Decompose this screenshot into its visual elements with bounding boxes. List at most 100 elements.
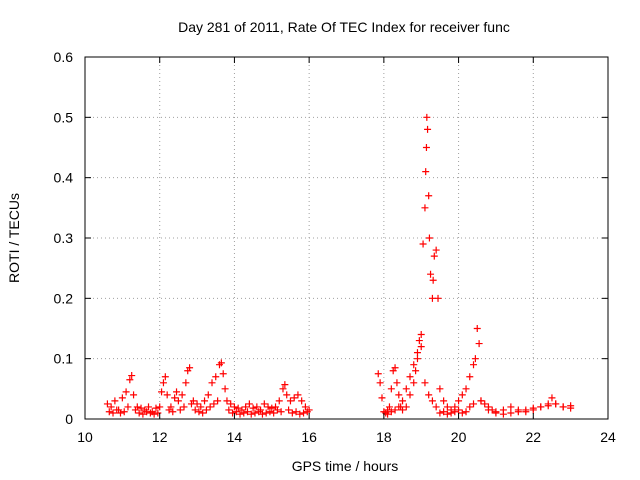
data-point-s2-15 [406,391,414,399]
data-point-s2-46 [473,325,481,332]
data-point-s2-44 [470,361,478,369]
data-point-s0-39 [223,397,231,405]
data-point-s0-18 [161,373,169,381]
data-point-s2-19 [415,337,423,345]
data-point-s1-21 [202,406,210,414]
data-point-s2-43 [466,373,474,381]
data-point-s2-23 [422,168,430,176]
data-point-s3-14 [436,409,444,417]
data-point-s3-22 [466,403,474,411]
data-point-s0-7 [128,372,136,380]
data-point-s0-0 [103,400,111,408]
x-tick-label: 14 [227,429,243,445]
data-point-s1-12 [154,409,162,417]
data-point-s0-56 [283,391,291,399]
data-point-s0-12 [145,403,153,411]
data-point-s2-47 [475,340,483,348]
data-point-s2-31 [429,276,437,284]
data-point-s3-19 [455,406,463,414]
data-point-s0-38 [221,385,229,393]
data-point-s3-29 [514,408,522,416]
data-point-s3-33 [544,402,552,410]
data-point-s1-41 [288,409,296,417]
data-point-s2-41 [458,391,466,399]
data-point-s2-16 [410,379,418,387]
x-tick-label: 16 [301,429,317,445]
data-point-s0-36 [217,359,225,367]
data-point-s0-53 [275,397,283,405]
data-point-s1-2 [113,406,121,414]
data-point-s3-4 [399,397,407,405]
data-point-s2-27 [425,192,433,200]
data-point-s1-3 [116,409,124,417]
data-point-s1-39 [277,408,285,416]
data-point-s3-10 [421,379,429,387]
data-point-s1-18 [191,406,199,414]
data-point-s0-57 [286,397,294,405]
chart-title: Day 281 of 2011, Rate Of TEC Index for r… [178,19,510,35]
x-tick-label: 12 [152,429,168,445]
data-point-s3-1 [387,408,395,416]
data-point-s0-10 [137,404,145,412]
data-point-s2-20 [417,331,425,339]
data-point-s2-1 [376,379,384,387]
data-point-s3-21 [462,408,470,416]
data-point-s3-25 [484,406,492,414]
data-point-s1-27 [232,408,240,416]
data-point-s3-36 [567,404,575,412]
data-point-s0-1 [107,403,115,411]
data-point-s0-54 [279,385,287,393]
data-point-s3-35 [559,403,567,411]
data-point-s2-32 [430,252,438,260]
data-point-s2-33 [432,246,440,254]
data-point-s3-20 [458,409,466,417]
data-point-s3-18 [451,408,459,416]
data-point-s0-34 [212,373,220,381]
data-point-s0-60 [298,397,306,405]
data-point-s1-36 [266,408,274,416]
data-point-s0-15 [156,403,164,411]
data-point-s0-51 [268,404,276,412]
data-point-s1-38 [273,406,281,414]
data-point-s1-26 [229,409,237,417]
data-point-s2-10 [393,379,401,387]
y-tick-label: 0.1 [54,351,74,367]
data-point-s0-22 [173,388,181,396]
data-point-s3-15 [440,408,448,416]
y-tick-label: 0 [65,411,73,427]
data-points [103,113,575,418]
data-point-s1-29 [240,409,248,417]
data-point-s0-8 [130,391,138,399]
data-point-s0-30 [197,403,205,411]
data-point-s3-8 [413,349,421,357]
data-point-s2-9 [391,364,399,372]
data-point-s1-28 [236,410,244,418]
data-point-s2-36 [440,397,448,405]
y-axis-label: ROTI / TECUs [6,193,22,283]
data-point-s3-30 [522,406,530,414]
data-point-s0-19 [163,391,171,399]
data-point-s1-43 [296,410,304,418]
data-point-s0-16 [158,388,166,396]
data-point-s0-23 [174,397,182,405]
data-point-s2-26 [424,125,432,133]
data-point-s0-4 [118,394,126,402]
data-point-s3-16 [443,410,451,418]
data-point-s2-34 [434,294,442,302]
y-tick-label: 0.6 [54,49,74,65]
data-point-s0-32 [204,391,212,399]
data-point-s3-2 [391,406,399,414]
data-point-s1-19 [195,408,203,416]
data-point-s1-7 [135,409,143,417]
data-point-s0-14 [152,404,160,412]
data-point-s0-46 [249,404,257,412]
data-point-s3-26 [492,409,500,417]
data-point-s0-17 [159,379,167,387]
data-point-s0-6 [126,376,134,384]
data-point-s0-2 [111,397,119,405]
data-point-s1-8 [139,410,147,418]
data-point-s2-0 [374,370,382,378]
data-point-s3-12 [428,397,436,405]
data-point-s0-40 [227,400,235,408]
